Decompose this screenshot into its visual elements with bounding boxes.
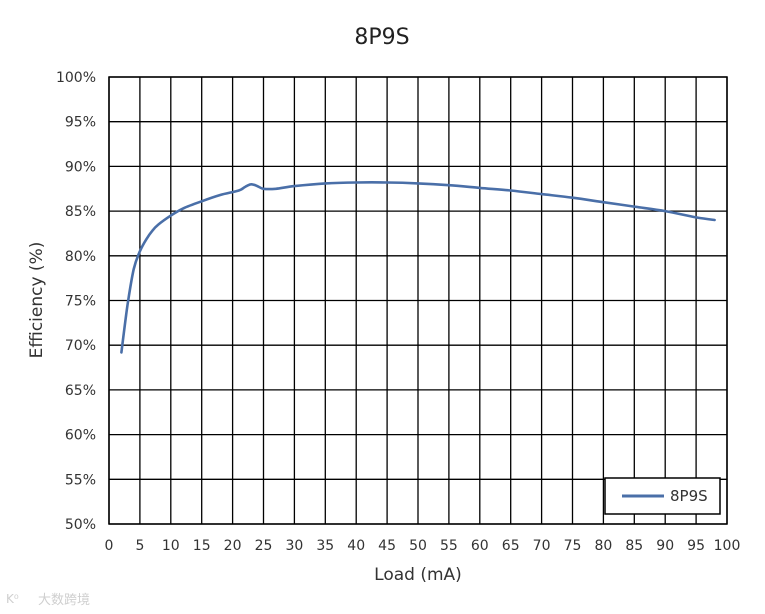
x-tick-label: 70	[533, 538, 551, 554]
x-tick-label: 15	[193, 538, 211, 554]
y-tick-label: 90%	[65, 159, 96, 175]
x-tick-label: 5	[135, 538, 144, 554]
y-axis-label: Efficiency (%)	[27, 242, 47, 359]
x-tick-label: 10	[162, 538, 180, 554]
y-tick-label: 75%	[65, 294, 96, 310]
legend-label-8p9s: 8P9S	[670, 487, 708, 505]
x-tick-label: 50	[409, 538, 427, 554]
x-tick-label: 20	[224, 538, 242, 554]
chart-title: 8P9S	[354, 25, 409, 50]
x-axis-label: Load (mA)	[374, 565, 462, 585]
y-tick-label: 70%	[65, 338, 96, 354]
grid-lines	[108, 76, 728, 525]
x-tick-label: 85	[625, 538, 643, 554]
y-tick-label: 95%	[65, 115, 96, 131]
x-tick-label: 65	[502, 538, 520, 554]
x-tick-label: 95	[687, 538, 705, 554]
x-tick-label: 60	[471, 538, 489, 554]
x-tick-label: 75	[564, 538, 582, 554]
y-axis-ticks: 50% 55% 60% 65% 70% 75% 80% 85% 90% 95% 100%	[56, 70, 96, 533]
x-tick-label: 35	[316, 538, 334, 554]
series-layer	[120, 181, 716, 354]
plot-area-frame	[108, 76, 728, 525]
x-tick-label: 30	[285, 538, 303, 554]
x-tick-label: 90	[656, 538, 674, 554]
y-tick-label: 55%	[65, 472, 96, 488]
watermark-logo-icon: K⁰	[6, 592, 19, 606]
y-tick-label: 60%	[65, 428, 96, 444]
y-tick-label: 100%	[56, 70, 96, 86]
x-axis-ticks: 0 5 10 15 20 25 30 35 40 45 50 55 60 65 70 75 80 85 90 95 10…	[105, 538, 741, 554]
x-tick-label: 25	[255, 538, 273, 554]
x-tick-label: 0	[105, 538, 114, 554]
y-tick-label: 80%	[65, 249, 96, 265]
series-line-8p9s	[120, 181, 716, 354]
watermark: K⁰ 大数跨境	[6, 592, 90, 608]
x-tick-label: 55	[440, 538, 458, 554]
x-tick-label: 40	[347, 538, 365, 554]
x-tick-label: 80	[594, 538, 612, 554]
y-tick-label: 65%	[65, 383, 96, 399]
x-tick-label: 45	[378, 538, 396, 554]
y-tick-label: 85%	[65, 204, 96, 220]
watermark-text: 大数跨境	[38, 593, 90, 608]
x-tick-label: 100	[714, 538, 741, 554]
y-tick-label: 50%	[65, 517, 96, 533]
legend: 8P9S	[604, 477, 721, 515]
